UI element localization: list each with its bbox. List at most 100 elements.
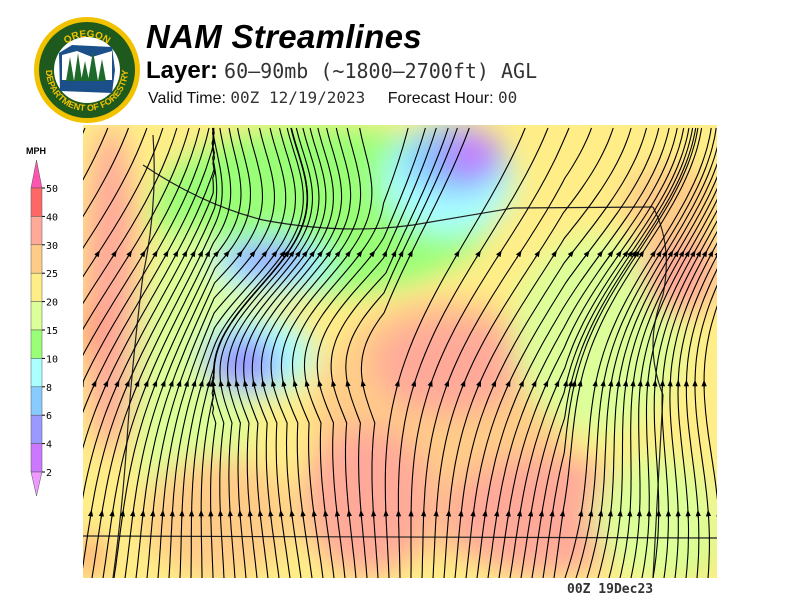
- streamline: [83, 127, 218, 569]
- wind-speed-area: [83, 125, 138, 455]
- streamline-arrow: [139, 250, 146, 259]
- streamline-arrow: [673, 250, 679, 259]
- legend-swatch: [30, 358, 43, 388]
- streamline-arrow: [551, 250, 557, 259]
- layer-value: 60–90mb (~1800–2700ft) AGL: [224, 59, 538, 83]
- streamline-arrow: [126, 250, 132, 259]
- streamline: [677, 254, 717, 578]
- streamline-arrow: [592, 379, 598, 389]
- streamline-arrow: [491, 379, 497, 389]
- streamline-arrow: [391, 249, 397, 259]
- streamline-arrow: [667, 250, 674, 259]
- streamline-arrow: [638, 250, 645, 259]
- streamline-arrow: [261, 379, 267, 389]
- forecast-hour-value: 00: [497, 88, 518, 107]
- streamline: [669, 242, 717, 578]
- legend-swatch: [30, 329, 43, 359]
- legend-swatch: [30, 414, 43, 444]
- streamline-arrow: [622, 379, 629, 389]
- streamline-arrow: [143, 379, 149, 389]
- streamline: [586, 146, 717, 578]
- streamline-arrow: [577, 379, 583, 389]
- streamline-arrow: [684, 250, 690, 259]
- streamline-arrow: [114, 379, 120, 389]
- streamline-arrow: [562, 379, 569, 389]
- streamline-arrow: [714, 250, 717, 259]
- streamline-arrow: [249, 250, 256, 259]
- streamline-arrow: [300, 509, 306, 519]
- streamline: [83, 127, 130, 218]
- streamline-arrow: [608, 379, 614, 389]
- legend-tick-label: 25: [46, 269, 58, 280]
- streamline: [443, 127, 632, 578]
- state-border: [83, 535, 717, 539]
- wind-speed-area: [623, 165, 717, 245]
- streamline-arrow: [251, 379, 257, 389]
- streamline: [397, 127, 549, 578]
- streamline-arrow: [516, 509, 523, 519]
- streamline: [124, 127, 252, 578]
- streamline-arrow: [695, 250, 702, 259]
- streamline-arrow: [554, 379, 560, 389]
- streamline-arrow: [109, 509, 115, 519]
- streamline: [83, 127, 164, 278]
- streamline: [454, 127, 648, 578]
- streamline-arrow: [661, 250, 668, 259]
- streamline-arrow: [407, 250, 413, 259]
- streamline-arrow: [427, 379, 433, 389]
- legend-tick-label: 8: [46, 383, 52, 394]
- streamline: [83, 127, 148, 250]
- streamline: [83, 127, 216, 500]
- streamline-arrow: [567, 379, 574, 389]
- streamline-arrow: [191, 379, 197, 389]
- streamline: [432, 127, 614, 578]
- streamline: [157, 127, 287, 578]
- streamline-arrow: [543, 379, 549, 389]
- streamline-arrow: [111, 250, 117, 259]
- legend-swatch: [30, 187, 43, 217]
- streamline: [251, 127, 343, 578]
- valid-time-value: 00Z 12/19/2023: [230, 88, 366, 107]
- streamline: [280, 127, 373, 578]
- streamline-arrow: [98, 509, 104, 519]
- streamline: [542, 127, 699, 578]
- streamline-arrow: [268, 509, 274, 519]
- oregon-department-of-forestry-logo: OREGON DEPARTMENT OF FORESTRY: [34, 17, 140, 123]
- legend-swatch: [30, 244, 43, 274]
- streamline-arrow: [130, 509, 136, 519]
- streamline-arrow: [288, 250, 295, 259]
- streamline-arrow: [234, 379, 240, 389]
- streamline: [260, 127, 352, 578]
- streamline-arrow: [316, 250, 323, 259]
- streamline-arrow: [656, 250, 662, 259]
- streamline-arrow: [325, 250, 332, 259]
- streamline-arrow: [197, 250, 204, 259]
- streamline-arrow: [527, 509, 534, 519]
- streamline-arrow: [163, 250, 169, 259]
- streamline-arrow: [496, 250, 502, 259]
- streamline: [685, 268, 717, 578]
- streamline-arrow: [394, 379, 400, 389]
- streamline-arrow: [223, 250, 230, 259]
- streamline: [564, 127, 712, 578]
- legend-tick-label: 50: [46, 184, 58, 195]
- streamline: [212, 127, 309, 578]
- streamline-arrow: [152, 250, 158, 259]
- legend-tick-label: 30: [46, 241, 58, 252]
- legend-swatch: [30, 386, 43, 416]
- streamline-arrow: [607, 509, 613, 519]
- valid-time-line: Valid Time: 00Z 12/19/2023 Forecast Hour…: [148, 88, 517, 108]
- streamline-arrow: [331, 379, 337, 389]
- streamline: [476, 127, 670, 578]
- streamline-arrow: [615, 379, 621, 389]
- streamline: [83, 127, 201, 357]
- page-title: NAM Streamlines: [146, 18, 422, 55]
- streamline-arrow: [168, 379, 174, 389]
- streamline: [135, 127, 264, 578]
- coastline: [112, 134, 155, 578]
- legend-arrow-bottom: [30, 471, 43, 497]
- streamline-arrow: [295, 250, 302, 259]
- streamline: [243, 127, 334, 578]
- streamline: [498, 127, 685, 578]
- timestamp-stamp: 00Z 19Dec23: [567, 582, 654, 597]
